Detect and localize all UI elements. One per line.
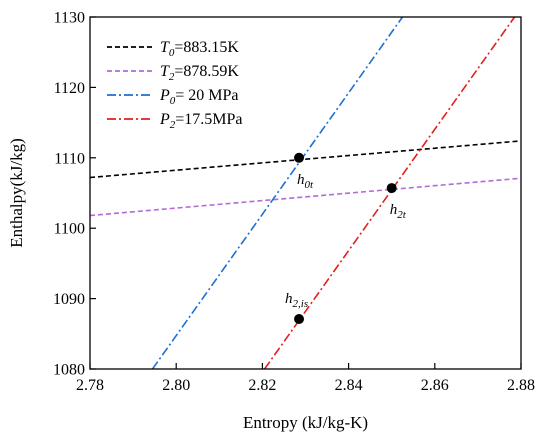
y-tick-label: 1130 (54, 10, 85, 27)
series-layer (90, 17, 521, 369)
x-tick-label: 2.80 (162, 377, 190, 394)
plot-frame (89, 16, 522, 370)
state-point-label: h0t (297, 172, 314, 191)
y-tick-label: 1090 (53, 291, 85, 308)
x-tick-label: 2.88 (507, 377, 535, 394)
state-point-1 (386, 183, 397, 194)
y-axis-title: Enthalpy(kJ/kg) (7, 138, 26, 248)
legend-label: T0=883.15K (160, 39, 239, 59)
x-tick-label: 2.78 (76, 377, 104, 394)
x-tick-label: 2.84 (335, 377, 363, 394)
series-line-1 (90, 177, 521, 217)
ticks-layer: 2.78 2.80 2.82 2.84 2.86 2.88 1080 1090 1100 1110… (53, 10, 535, 395)
legend-label: P0= 20 MPa (159, 87, 239, 107)
x-axis-title: Entropy (kJ/kg-K) (243, 413, 368, 432)
series-line-3 (263, 17, 516, 369)
points-layer: h0t h2t h2,is (285, 152, 407, 325)
state-point-label: h2,is (285, 291, 308, 310)
y-tick-label: 1110 (54, 150, 85, 167)
y-tick-label: 1080 (53, 362, 85, 379)
legend-label: T2=878.59K (160, 63, 239, 83)
state-point-label: h2t (390, 202, 407, 221)
y-tick-label: 1100 (54, 221, 85, 238)
legend: T0=883.15K T2=878.59K P0= 20 MPa P2=17.5MPa (107, 39, 243, 131)
x-tick-label: 2.86 (421, 377, 449, 394)
series-line-0 (90, 140, 521, 179)
x-tick-label: 2.82 (248, 377, 276, 394)
y-tick-label: 1120 (54, 80, 85, 97)
series-line-2 (151, 17, 404, 369)
state-point-2 (294, 314, 305, 325)
legend-label: P2=17.5MPa (159, 111, 243, 131)
state-point-0 (294, 152, 305, 163)
